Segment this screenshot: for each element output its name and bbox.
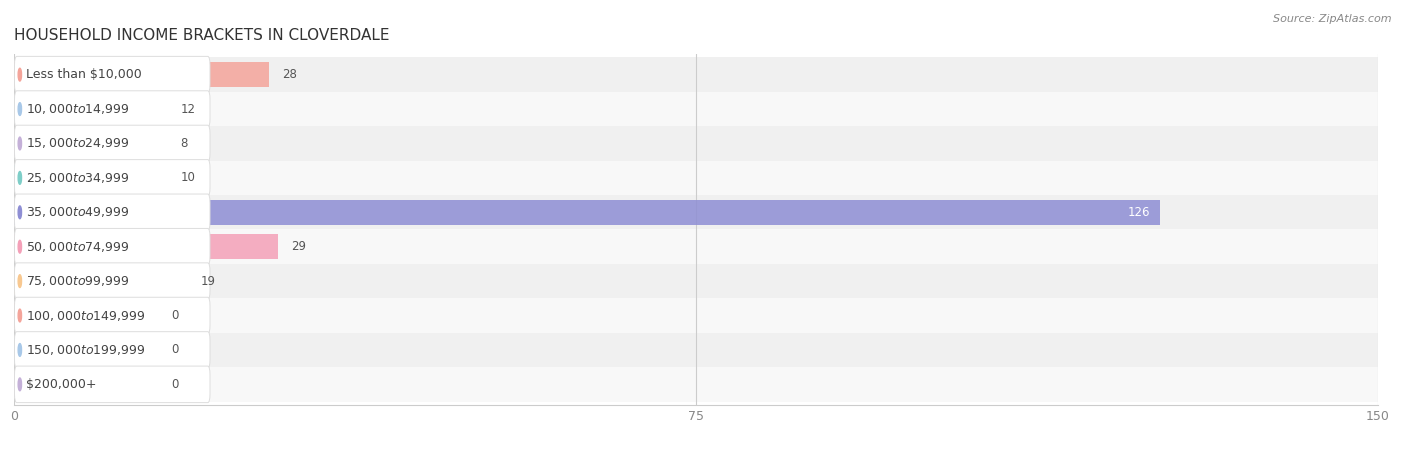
Circle shape xyxy=(18,103,21,116)
Text: 12: 12 xyxy=(180,103,195,116)
Text: $10,000 to $14,999: $10,000 to $14,999 xyxy=(25,102,129,116)
Circle shape xyxy=(18,309,21,322)
Bar xyxy=(14,338,167,362)
Bar xyxy=(14,161,1378,195)
Text: $75,000 to $99,999: $75,000 to $99,999 xyxy=(25,274,129,288)
Text: 8: 8 xyxy=(180,137,188,150)
Text: 10: 10 xyxy=(180,171,195,184)
FancyBboxPatch shape xyxy=(14,366,209,403)
Bar xyxy=(14,62,269,87)
Text: Less than $10,000: Less than $10,000 xyxy=(25,68,142,81)
Bar xyxy=(14,97,167,122)
Bar xyxy=(14,372,167,397)
FancyBboxPatch shape xyxy=(14,91,209,127)
Text: 126: 126 xyxy=(1128,206,1150,219)
FancyBboxPatch shape xyxy=(14,125,209,162)
Circle shape xyxy=(18,171,21,184)
Bar xyxy=(14,234,278,259)
Text: $200,000+: $200,000+ xyxy=(25,378,96,391)
Text: HOUSEHOLD INCOME BRACKETS IN CLOVERDALE: HOUSEHOLD INCOME BRACKETS IN CLOVERDALE xyxy=(14,28,389,43)
Bar xyxy=(14,92,1378,126)
FancyBboxPatch shape xyxy=(14,297,209,334)
FancyBboxPatch shape xyxy=(14,263,209,299)
Bar xyxy=(14,269,187,293)
Bar xyxy=(14,333,1378,367)
Text: $25,000 to $34,999: $25,000 to $34,999 xyxy=(25,171,129,185)
Circle shape xyxy=(18,68,21,81)
FancyBboxPatch shape xyxy=(14,229,209,265)
Text: $150,000 to $199,999: $150,000 to $199,999 xyxy=(25,343,145,357)
Circle shape xyxy=(18,137,21,150)
FancyBboxPatch shape xyxy=(14,332,209,368)
Text: $15,000 to $24,999: $15,000 to $24,999 xyxy=(25,136,129,150)
Bar xyxy=(14,303,157,328)
FancyBboxPatch shape xyxy=(14,194,209,230)
Bar xyxy=(14,200,1160,225)
Circle shape xyxy=(18,206,21,219)
Text: $35,000 to $49,999: $35,000 to $49,999 xyxy=(25,205,129,219)
Bar xyxy=(14,372,157,397)
Text: Source: ZipAtlas.com: Source: ZipAtlas.com xyxy=(1274,14,1392,23)
FancyBboxPatch shape xyxy=(14,56,209,93)
Text: 19: 19 xyxy=(201,274,215,288)
Bar xyxy=(14,303,167,328)
Text: 28: 28 xyxy=(283,68,297,81)
Bar xyxy=(14,126,1378,161)
Text: 0: 0 xyxy=(172,343,179,356)
Bar xyxy=(14,58,1378,92)
Bar xyxy=(14,166,167,190)
Bar xyxy=(14,195,1378,230)
Bar xyxy=(14,131,167,156)
Text: 0: 0 xyxy=(172,309,179,322)
Bar xyxy=(14,298,1378,333)
Bar xyxy=(14,367,1378,401)
Bar xyxy=(14,264,1378,298)
Circle shape xyxy=(18,275,21,288)
Text: $50,000 to $74,999: $50,000 to $74,999 xyxy=(25,240,129,254)
Circle shape xyxy=(18,378,21,391)
Text: 29: 29 xyxy=(291,240,307,253)
FancyBboxPatch shape xyxy=(14,160,209,196)
Circle shape xyxy=(18,343,21,356)
Circle shape xyxy=(18,240,21,253)
Text: $100,000 to $149,999: $100,000 to $149,999 xyxy=(25,309,145,323)
Bar xyxy=(14,338,157,362)
Bar xyxy=(14,230,1378,264)
Text: 0: 0 xyxy=(172,378,179,391)
